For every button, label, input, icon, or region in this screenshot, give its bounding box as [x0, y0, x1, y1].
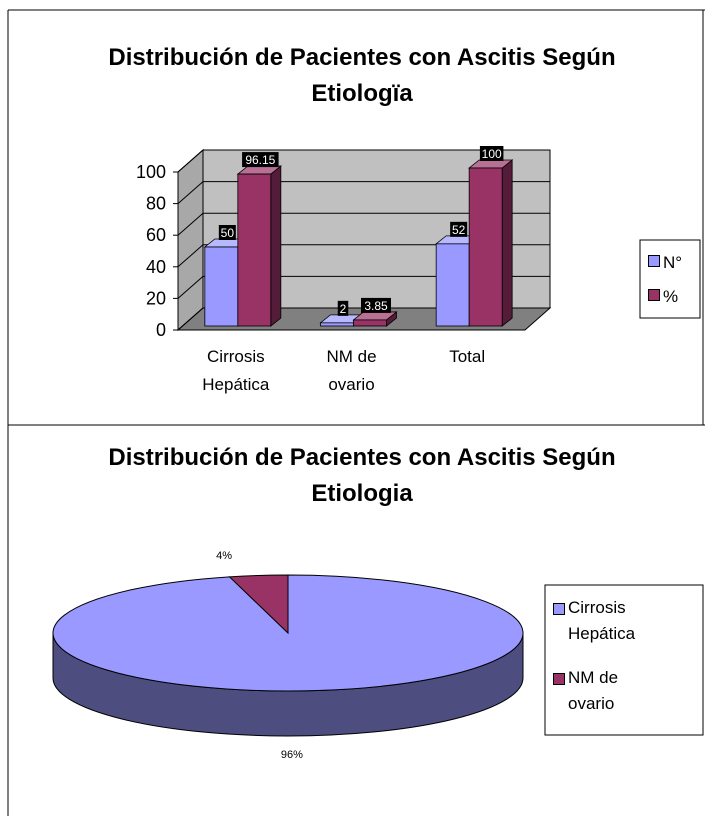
bar-side — [270, 165, 282, 327]
pie-slice — [228, 574, 289, 635]
grid-line — [177, 307, 550, 331]
bar-front — [468, 167, 503, 327]
legend-box — [639, 239, 701, 319]
legend-label: Cirrosis Hepática — [568, 598, 636, 643]
grid-line — [177, 149, 550, 173]
legend-entry: NM de ovario — [553, 665, 693, 717]
legend-swatch — [553, 673, 565, 685]
legend-label: % — [663, 287, 679, 306]
y-tick-label: 80 — [146, 194, 166, 214]
chart-title: Distribución de Pacientes con Ascitis Se… — [108, 44, 616, 107]
value-label: 50 — [221, 226, 235, 240]
value-label: 96.15 — [245, 153, 275, 167]
grid-line — [177, 244, 550, 268]
y-tick-label: 60 — [146, 225, 166, 245]
bar-front — [435, 243, 470, 327]
value-label: 52 — [452, 223, 466, 237]
data-label: 96% — [281, 749, 303, 761]
legend-entry: % — [648, 284, 678, 310]
value-label-bg — [479, 146, 504, 161]
legend-swatch — [648, 255, 660, 267]
x-tick-label: Cirrosis Hepática — [202, 347, 270, 394]
legend-entry: Cirrosis Hepática — [553, 595, 693, 647]
bar-front — [320, 322, 354, 327]
x-tick-label: NM de ovario — [326, 347, 377, 394]
x-tick-label: Total — [449, 347, 486, 366]
value-label-bg — [361, 297, 391, 313]
value-label: 3.85 — [364, 299, 388, 313]
grid-line — [177, 212, 550, 236]
value-label: 2 — [340, 302, 347, 316]
y-tick-label: 100 — [136, 162, 166, 182]
legend-label: NM de ovario — [568, 668, 619, 713]
bar — [468, 159, 514, 327]
legend-swatch — [648, 289, 660, 301]
y-tick-label: 40 — [146, 257, 166, 277]
grid-line — [177, 275, 550, 299]
data-label: 4% — [216, 550, 232, 562]
bar-front — [353, 319, 387, 327]
bar — [236, 165, 282, 327]
bar-side — [501, 159, 513, 327]
side-wall — [177, 148, 204, 332]
legend-box — [544, 584, 704, 736]
chart-title: Distribución de Pacientes con Ascitis Se… — [108, 444, 616, 507]
y-tick-label: 20 — [146, 288, 166, 308]
value-label-bg — [450, 221, 468, 237]
value-label-bg — [218, 225, 236, 240]
y-tick-label: 0 — [156, 320, 166, 340]
legend-entry: N° — [648, 250, 682, 276]
value-label-bg — [337, 300, 349, 316]
grid-line — [177, 181, 550, 204]
bar-front — [204, 246, 239, 327]
value-label: 100 — [482, 147, 502, 161]
bar — [352, 311, 398, 327]
legend-swatch — [553, 603, 565, 615]
value-label-bg — [242, 152, 279, 168]
legend-label: N° — [663, 253, 683, 272]
bar-front — [237, 173, 272, 327]
